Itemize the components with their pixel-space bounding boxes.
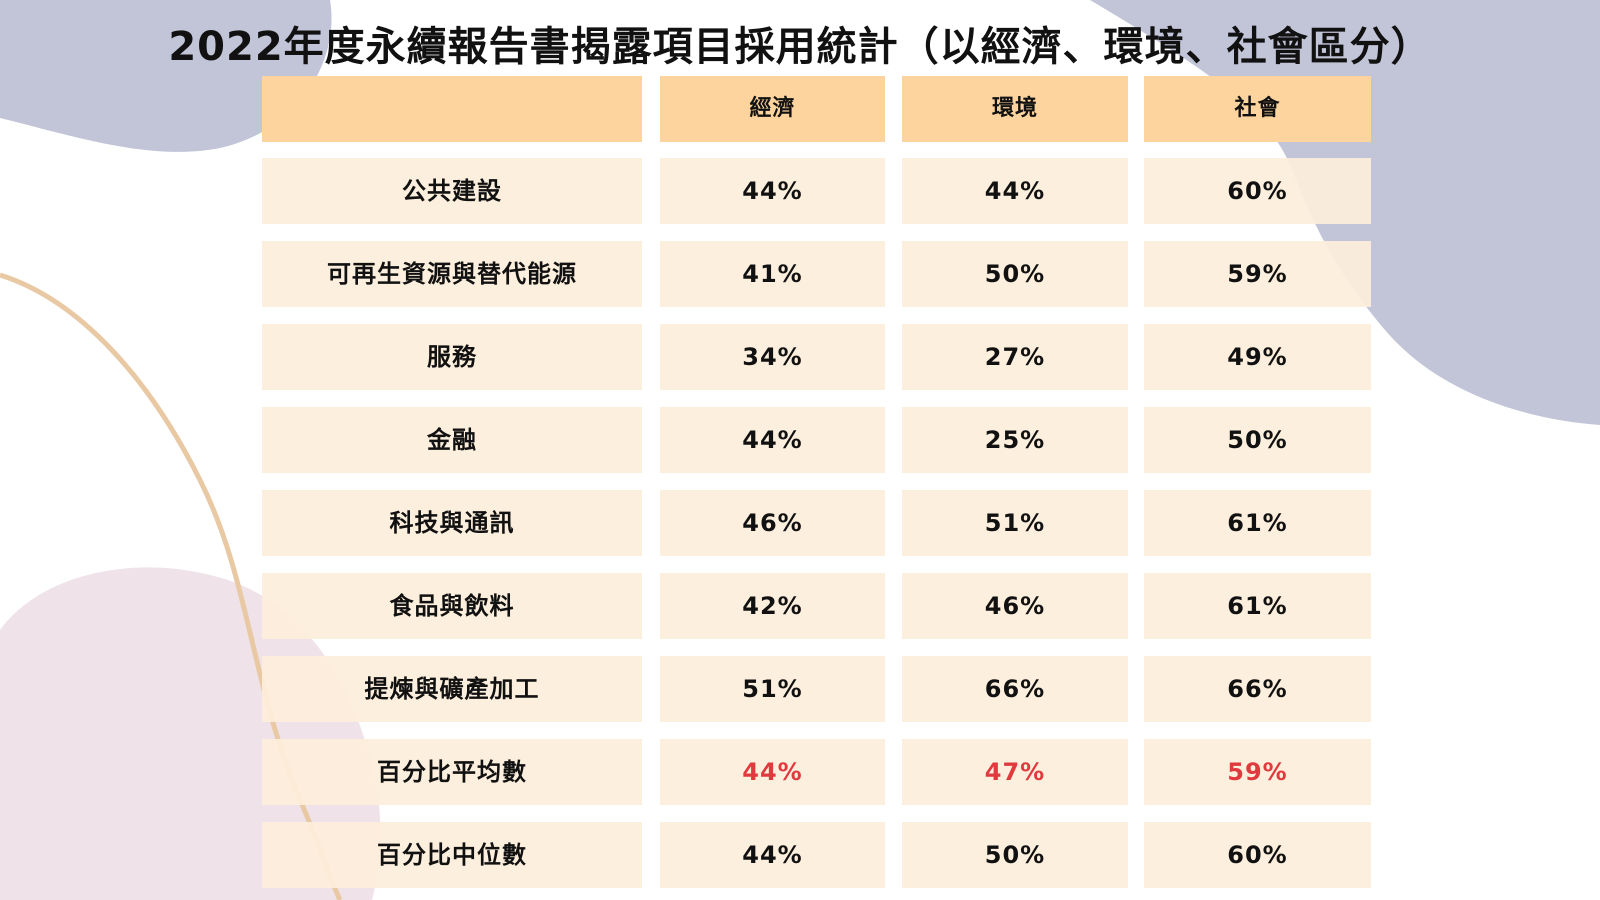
society-value: 66%: [1144, 656, 1371, 722]
society-value: 61%: [1144, 573, 1371, 639]
economy-value: 44%: [660, 822, 885, 888]
row-label: 百分比平均數: [262, 739, 642, 805]
row-label: 食品與飲料: [262, 573, 642, 639]
economy-value: 44%: [660, 158, 885, 224]
header-cell-blank: [262, 76, 642, 142]
society-value: 61%: [1144, 490, 1371, 556]
header-cell-society: 社會: [1144, 76, 1371, 142]
row-label: 科技與通訊: [262, 490, 642, 556]
row-label: 百分比中位數: [262, 822, 642, 888]
environment-value: 47%: [902, 739, 1128, 805]
environment-value: 66%: [902, 656, 1128, 722]
row-label: 可再生資源與替代能源: [262, 241, 642, 307]
pink-blob-bottom-left: [0, 567, 381, 900]
economy-value: 34%: [660, 324, 885, 390]
row-label: 服務: [262, 324, 642, 390]
environment-value: 46%: [902, 573, 1128, 639]
row-label: 公共建設: [262, 158, 642, 224]
society-value: 59%: [1144, 241, 1371, 307]
header-cell-environment: 環境: [902, 76, 1128, 142]
chart-title: 2022年度永續報告書揭露項目採用統計（以經濟、環境、社會區分）: [168, 24, 1432, 70]
lavender-blob-top-left: [0, 0, 332, 152]
economy-value: 41%: [660, 241, 885, 307]
row-label: 金融: [262, 407, 642, 473]
environment-value: 27%: [902, 324, 1128, 390]
environment-value: 50%: [902, 822, 1128, 888]
row-label: 提煉與礦產加工: [262, 656, 642, 722]
economy-value: 44%: [660, 739, 885, 805]
environment-value: 51%: [902, 490, 1128, 556]
environment-value: 25%: [902, 407, 1128, 473]
society-value: 60%: [1144, 822, 1371, 888]
environment-value: 50%: [902, 241, 1128, 307]
economy-value: 44%: [660, 407, 885, 473]
society-value: 60%: [1144, 158, 1371, 224]
society-value: 50%: [1144, 407, 1371, 473]
environment-value: 44%: [902, 158, 1128, 224]
economy-value: 46%: [660, 490, 885, 556]
economy-value: 51%: [660, 656, 885, 722]
economy-value: 42%: [660, 573, 885, 639]
header-cell-economy: 經濟: [660, 76, 885, 142]
society-value: 49%: [1144, 324, 1371, 390]
society-value: 59%: [1144, 739, 1371, 805]
